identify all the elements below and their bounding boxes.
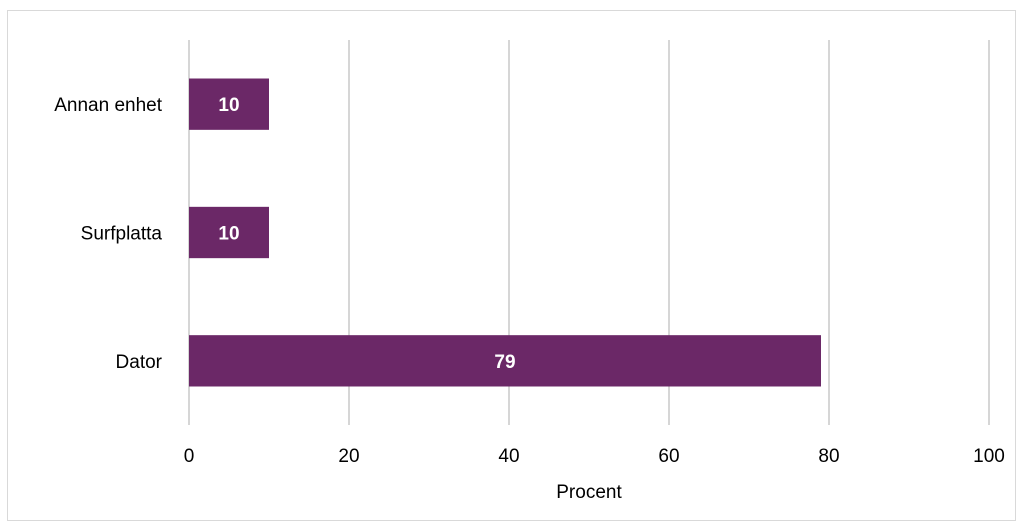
data-label-annan-enhet: 10 bbox=[218, 95, 239, 116]
x-tick-label-80: 80 bbox=[818, 446, 839, 467]
category-label-annan-enhet: Annan enhet bbox=[54, 95, 162, 116]
bar-dator bbox=[189, 335, 821, 387]
x-tick-label-60: 60 bbox=[658, 446, 679, 467]
category-label-dator: Dator bbox=[116, 352, 163, 373]
labels: 0 20 40 60 80 100 10 Annan enhet 10 Surfplatta 79 D… bbox=[54, 95, 1005, 467]
data-label-surfplatta: 10 bbox=[218, 224, 239, 245]
bar-surfplatta bbox=[189, 206, 269, 259]
bars bbox=[189, 78, 821, 387]
x-tick-label-40: 40 bbox=[498, 446, 519, 467]
x-tick-label-20: 20 bbox=[338, 446, 359, 467]
x-tick-label-0: 0 bbox=[184, 446, 195, 467]
x-tick-label-100: 100 bbox=[973, 446, 1005, 467]
x-axis-title: Procent bbox=[556, 482, 622, 503]
chart-frame bbox=[7, 10, 1016, 521]
category-label-surfplatta: Surfplatta bbox=[81, 224, 163, 245]
data-label-dator: 79 bbox=[494, 352, 515, 373]
bar-annan-enhet bbox=[189, 78, 269, 130]
